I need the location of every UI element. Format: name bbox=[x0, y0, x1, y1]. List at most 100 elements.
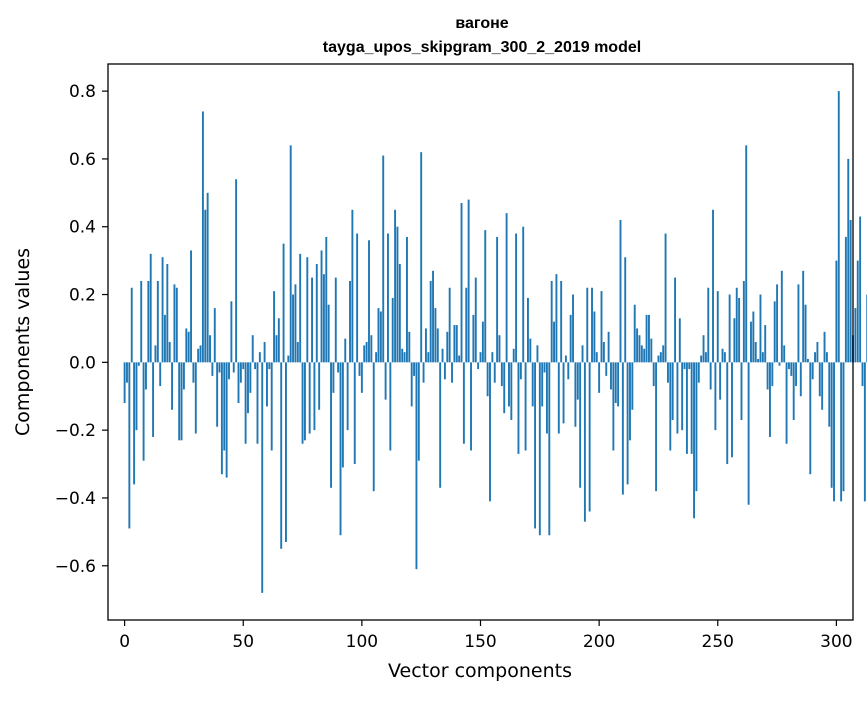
y-axis-ticks: 0.8 0.6 0.4 0.2 0.0 −0.2 −0.4 −0.6 bbox=[55, 82, 108, 577]
bar-255 bbox=[728, 294, 731, 363]
bar-36 bbox=[209, 335, 211, 363]
bar-86 bbox=[327, 304, 330, 363]
bar-150 bbox=[479, 352, 482, 363]
bar-59 bbox=[263, 342, 266, 363]
bar-247 bbox=[709, 362, 712, 390]
bar-281 bbox=[790, 362, 793, 376]
bar-114 bbox=[394, 209, 397, 363]
bar-56 bbox=[256, 362, 259, 444]
bar-214 bbox=[631, 362, 634, 410]
bar-294 bbox=[821, 362, 824, 410]
bar-212 bbox=[626, 362, 629, 485]
bar-169 bbox=[524, 362, 527, 451]
bar-5 bbox=[135, 362, 138, 431]
bar-186 bbox=[564, 355, 567, 363]
bar-231 bbox=[671, 362, 674, 420]
x-axis-ticks: 0 50 100 150 200 250 300 bbox=[119, 620, 853, 652]
bar-144 bbox=[465, 287, 468, 363]
bar-192 bbox=[579, 362, 582, 488]
bar-173 bbox=[534, 362, 537, 529]
bar-254 bbox=[726, 362, 729, 465]
bar-194 bbox=[583, 362, 586, 522]
bar-203 bbox=[605, 362, 608, 376]
bar-55 bbox=[254, 362, 257, 370]
plot-frame bbox=[107, 63, 854, 621]
bar-266 bbox=[754, 342, 757, 363]
bar-291 bbox=[814, 352, 816, 363]
bar-246 bbox=[707, 287, 710, 363]
bar-284 bbox=[797, 284, 800, 363]
bar-271 bbox=[766, 362, 769, 390]
bar-177 bbox=[543, 362, 546, 373]
bar-178 bbox=[545, 362, 548, 434]
bar-181 bbox=[553, 321, 555, 363]
bar-257 bbox=[733, 318, 736, 363]
bar-73 bbox=[296, 342, 299, 363]
bar-11 bbox=[149, 253, 152, 363]
bar-209 bbox=[619, 219, 622, 363]
bar-112 bbox=[389, 362, 392, 451]
bar-269 bbox=[761, 352, 764, 363]
bar-62 bbox=[270, 362, 273, 451]
bar-104 bbox=[370, 335, 373, 363]
bar-289 bbox=[809, 362, 812, 475]
bar-182 bbox=[555, 274, 558, 363]
bar-274 bbox=[773, 301, 776, 363]
bar-199 bbox=[595, 352, 598, 363]
bar-202 bbox=[602, 342, 605, 363]
bar-222 bbox=[650, 338, 653, 363]
bar-190 bbox=[574, 362, 577, 427]
bar-267 bbox=[757, 358, 760, 363]
bar-161 bbox=[505, 213, 508, 363]
bar-98 bbox=[356, 233, 359, 363]
bar-7 bbox=[140, 280, 143, 363]
bar-109 bbox=[382, 155, 385, 363]
bar-148 bbox=[474, 277, 477, 363]
bar-185 bbox=[562, 362, 565, 424]
bar-75 bbox=[301, 362, 304, 444]
bar-145 bbox=[467, 199, 470, 363]
bar-121 bbox=[410, 362, 413, 407]
bar-167 bbox=[519, 362, 522, 380]
x-tick-label: 50 bbox=[232, 632, 254, 652]
bar-27 bbox=[187, 331, 190, 363]
bar-35 bbox=[206, 192, 209, 363]
bar-30 bbox=[194, 362, 197, 434]
bar-261 bbox=[742, 280, 745, 363]
bar-3 bbox=[130, 287, 133, 363]
bar-142 bbox=[460, 203, 463, 363]
bar-154 bbox=[489, 362, 491, 502]
bar-118 bbox=[403, 352, 406, 363]
bar-52 bbox=[247, 362, 249, 414]
bar-74 bbox=[299, 253, 302, 363]
bar-179 bbox=[548, 362, 551, 536]
bar-102 bbox=[365, 342, 368, 363]
bar-166 bbox=[517, 362, 520, 454]
bar-165 bbox=[515, 233, 518, 363]
bar-213 bbox=[629, 362, 631, 441]
bar-63 bbox=[273, 291, 276, 363]
bar-239 bbox=[690, 362, 693, 454]
bar-8 bbox=[142, 362, 145, 461]
bar-283 bbox=[795, 362, 798, 387]
bar-107 bbox=[377, 308, 380, 363]
bar-276 bbox=[778, 362, 781, 366]
bar-290 bbox=[811, 362, 814, 380]
bar-277 bbox=[780, 270, 783, 363]
bar-308 bbox=[854, 308, 857, 363]
bar-48 bbox=[237, 362, 240, 404]
bar-298 bbox=[830, 362, 833, 488]
bar-265 bbox=[752, 311, 755, 363]
bar-251 bbox=[719, 362, 722, 400]
bar-85 bbox=[325, 236, 328, 363]
bar-278 bbox=[783, 345, 786, 363]
bar-96 bbox=[351, 209, 354, 363]
bar-88 bbox=[332, 362, 335, 393]
bar-40 bbox=[218, 362, 221, 373]
bar-252 bbox=[721, 348, 724, 363]
bar-240 bbox=[693, 362, 695, 519]
bar-147 bbox=[472, 314, 475, 363]
bar-275 bbox=[776, 284, 779, 363]
bar-187 bbox=[567, 362, 570, 380]
bar-110 bbox=[384, 362, 387, 400]
